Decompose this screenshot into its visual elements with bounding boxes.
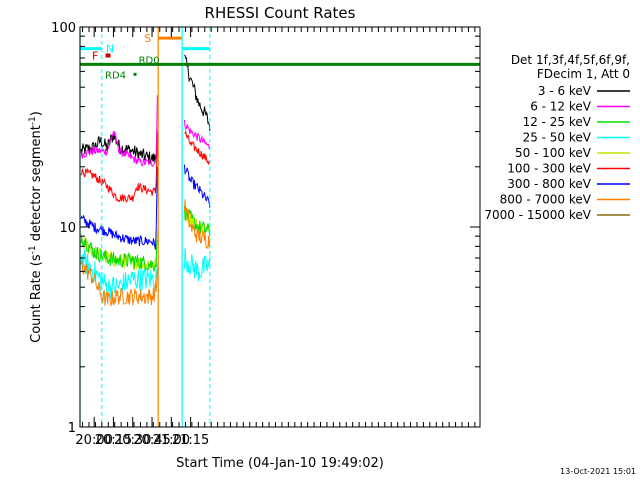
series-800-7000-kev-segment-1 <box>80 260 158 307</box>
timestamp: 13-Oct-2021 15:01 <box>560 467 636 476</box>
legend-entry-label: 800 - 7000 keV <box>500 193 592 207</box>
legend: Det 1f,3f,4f,5f,6f,9f, FDecim 1, Att 0 3… <box>484 53 630 222</box>
legend-entry-label: 7000 - 15000 keV <box>484 208 591 222</box>
y-axis-label-main: Count Rate (s <box>29 254 44 343</box>
legend-header-line1: Det 1f,3f,4f,5f,6f,9f, <box>511 53 630 67</box>
x-tick-label: 20:45 <box>133 433 170 448</box>
series-3-6-kev-segment-2 <box>184 54 211 132</box>
series-6-12-kev-segment-2 <box>183 119 211 150</box>
y-axis-label-end: ) <box>29 111 44 116</box>
x-tick-label: 20:30 <box>114 433 151 448</box>
legend-entry-label: 100 - 300 keV <box>507 162 591 176</box>
y-axis: 1 10 100 <box>51 21 480 436</box>
x-tick-label: 20:00 <box>75 433 112 448</box>
y-axis-label-mid: detector segment <box>29 125 44 245</box>
attenuator-label-n: N <box>106 43 114 56</box>
series-12-25-kev-segment-1 <box>80 236 158 273</box>
series-100-300-kev-segment-2 <box>184 129 211 166</box>
series-3-6-kev-segment-1 <box>80 133 158 164</box>
legend-entry-label: 50 - 100 keV <box>515 146 592 160</box>
series-25-50-kev-segment-2 <box>183 248 211 282</box>
legend-entry-label: 25 - 50 keV <box>523 131 592 145</box>
legend-entry-label: 3 - 6 keV <box>538 84 592 98</box>
rd4-marker <box>133 72 137 76</box>
legend-header-line2: FDecim 1, Att 0 <box>537 67 630 81</box>
legend-entry-label: 6 - 12 keV <box>530 100 592 114</box>
series-6-12-kev-segment-1 <box>80 95 158 168</box>
chart-title: RHESSI Count Rates <box>205 4 356 22</box>
y-axis-label-sup2: -1 <box>28 116 38 125</box>
rd0-label: RD0 <box>139 55 160 66</box>
y-tick-label: 1 <box>68 421 76 436</box>
y-axis-label-sup1: -1 <box>28 245 38 254</box>
rd4-label: RD4 <box>105 70 126 81</box>
y-tick-label: 10 <box>59 221 76 236</box>
series-300-800-kev-segment-2 <box>183 164 211 208</box>
series-800-7000-kev-segment-2 <box>183 199 211 250</box>
series-300-800-kev-segment-1 <box>80 166 158 250</box>
x-tick-label: 21:15 <box>172 433 209 448</box>
legend-entry-label: 300 - 800 keV <box>507 177 591 191</box>
x-tick-label: 20:15 <box>95 433 132 448</box>
legend-entry-label: 12 - 25 keV <box>523 115 592 129</box>
plot-series-layer <box>80 54 211 307</box>
x-axis-label: Start Time (04-Jan-10 19:49:02) <box>176 456 384 471</box>
plot-overlays-layer: NF S RD0 RD4 <box>79 27 480 427</box>
y-axis-label: Count Rate (s-1 detector segment-1) <box>28 111 44 343</box>
x-tick-label: 21:00 <box>153 433 190 448</box>
saa-label-s: S <box>144 32 151 45</box>
flare-marker <box>105 53 111 58</box>
flare-label-f: F <box>92 50 98 63</box>
y-tick-label: 100 <box>51 21 76 36</box>
series-100-300-kev-segment-1 <box>80 131 158 204</box>
